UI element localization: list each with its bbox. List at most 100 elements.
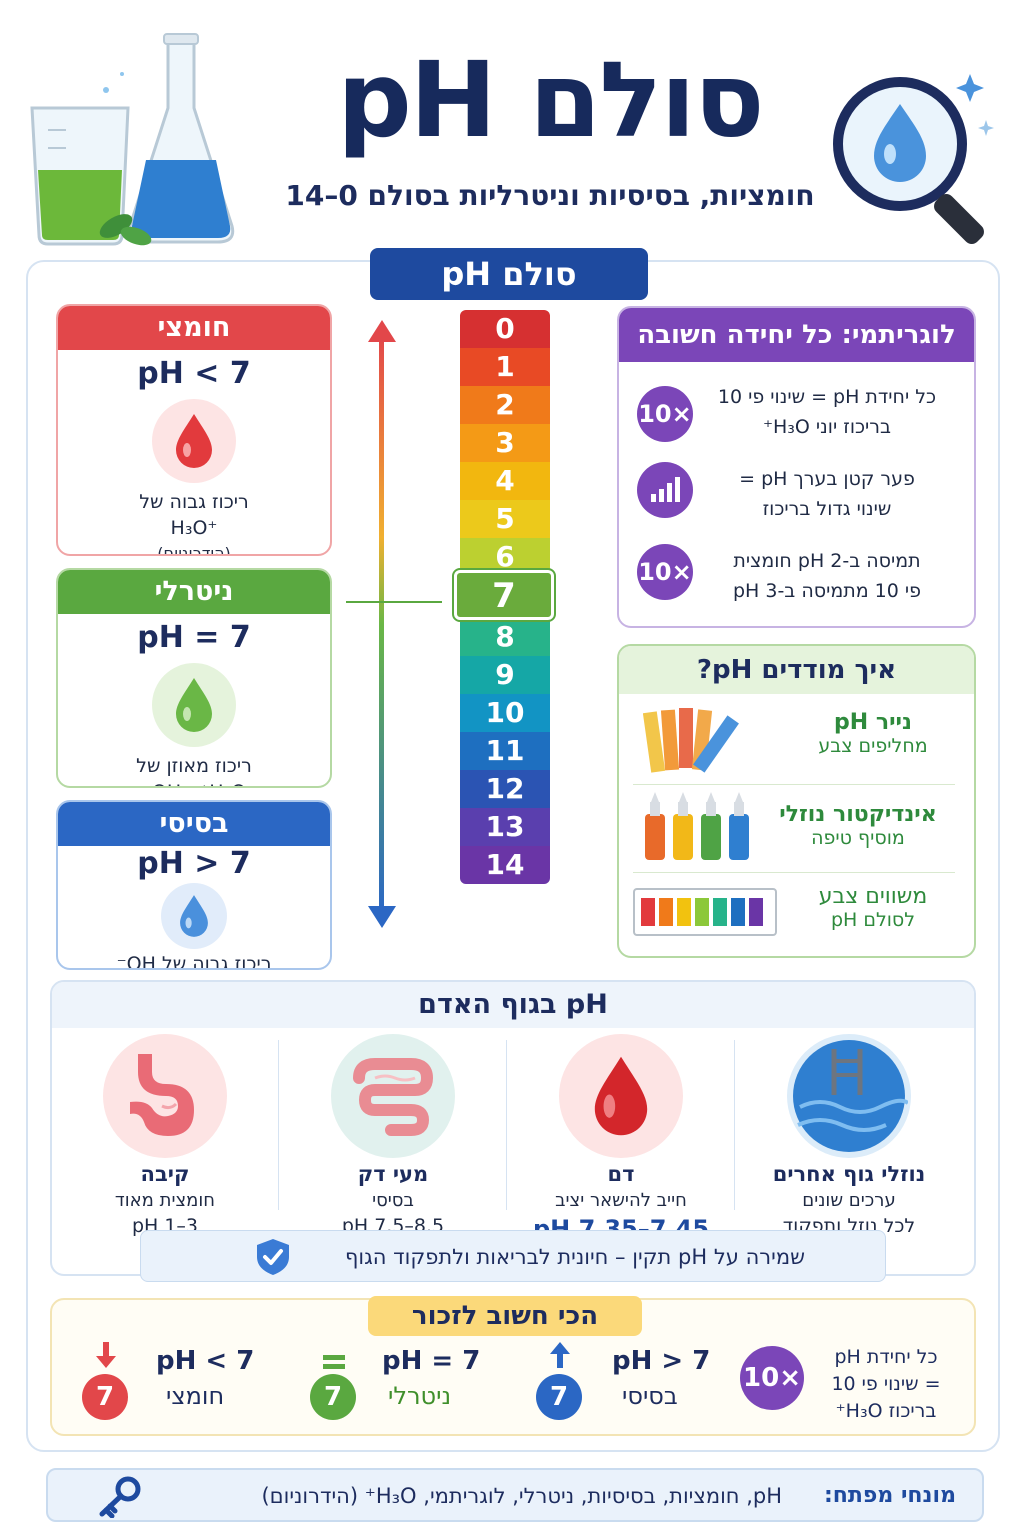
stomach-icon [103,1034,227,1158]
neutral-connector-line [346,601,442,603]
stomach-desc: חומצית מאוד [114,1190,216,1211]
measure-item-1-sub: מחליפים צבע [818,735,928,757]
intestine-name: מעי דק [357,1162,429,1186]
ph-scale-cell-9: 9 [460,656,550,694]
ph-scale-cell-4: 4 [460,462,550,500]
blue-drop-icon [161,883,227,949]
health-note-bar: שמירה על pH תקין – חיונית לבריאות ולתפקו… [140,1230,886,1282]
intestine-desc: בסיסי [372,1190,414,1211]
remember-neutral-label: ניטרלי [388,1382,452,1410]
bar-chart-icon [637,462,693,518]
remember-basic-formula: pH > 7 [612,1346,711,1376]
color-chart-icon [633,888,777,940]
ph-scale-cell-13: 13 [460,808,550,846]
lab-glassware-illustration [30,33,235,246]
log-item-3: תמיסה ב-pH 2 חומצית פי 10 מתמיסה ב-pH 3 [702,546,952,606]
ten-times-badge: 10× [637,386,693,442]
page-title: סולם pH [337,39,764,161]
organ-blood: דם חייב להישאר יציב pH 7.35–7.45 [508,1034,734,1243]
organ-other-fluids: נוזלי גוף אחרים ערכים שונים לכל נוזל ותפ… [736,1034,962,1237]
logarithmic-title: לוגריתמי: כל יחידה חשובה [619,308,974,362]
logarithmic-box: לוגריתמי: כל יחידה חשובה 10× כל יחידת pH… [617,306,976,628]
divider [506,1040,507,1210]
remember-acidic-label: חומצי [166,1382,225,1410]
ph-scale-cell-11: 11 [460,732,550,770]
measure-item-2-sub: מוסיף טיפה [811,827,905,849]
blood-drop-icon [559,1034,683,1158]
ph-scale-cell-3: 3 [460,424,550,462]
remember-basic-label: בסיסי [622,1382,678,1410]
key-terms-label: מונחי מפתח: [823,1483,956,1508]
ten-times-badge: 10× [740,1346,804,1410]
ph-scale-cell-10: 10 [460,694,550,732]
ph-scale-cell-7: 7 [452,568,556,622]
log-item-3-line1: תמיסה ב-pH 2 חומצית [733,550,921,572]
ph-scale-cell-6: 6 [460,538,550,576]
neutral-formula: pH = 7 [137,620,251,655]
green-drop-icon [152,663,236,747]
measure-item-1-title: נייר pH [834,710,912,735]
ph-paper-icon [642,702,753,786]
measure-box: איך מודדים pH? נייר pH מחליפים צבע אינדי… [617,644,976,958]
basic-card: בסיסי pH > 7 ריכוז גבוה של OH⁻ [56,800,332,970]
remember-log-text: כל יחידת pH = שינוי פי 10 בריכוז H₃O⁺ [816,1344,956,1425]
basic-desc-1: ריכוז גבוה של OH⁻ [116,953,272,970]
magnifier-drop-illustration [833,74,994,244]
log-item-2-line2: שינוי גדול בריכוז [762,498,892,520]
ph-scale-cell-0: 0 [460,310,550,348]
key-icon [99,1476,141,1518]
divider [633,784,955,785]
page-subtitle: חומציות, בסיסיות וניטרליות בסולם 0–14 [285,179,815,212]
organ-small-intestine: מעי דק בסיסי pH 7.5–8.5 [280,1034,506,1237]
acidic-formula: pH < 7 [137,356,251,391]
divider [278,1040,279,1210]
measure-item-2: אינדיקטור נוזלי מוסיף טיפה [768,802,948,849]
acidic-desc-1: ריכוז גבוה של [139,491,249,513]
acidic-seven-circle: 7 [82,1374,128,1420]
remember-log-line1: כל יחידת pH [834,1346,938,1368]
measure-item-2-title: אינדיקטור נוזלי [779,802,937,827]
red-drop-icon [152,399,236,483]
divider [734,1040,735,1210]
remember-title: הכי חשוב לזכור [368,1296,642,1336]
measure-item-3-sub: לסולם pH [830,909,916,931]
remember-log-line2: = שינוי פי 10 [831,1373,941,1395]
ten-times-badge: 10× [637,544,693,600]
neutral-card-title: ניטרלי [58,570,330,614]
acid-base-gradient-arrow [368,320,396,928]
measure-item-3: משווים צבע לסולם pH [798,884,948,931]
key-terms-list: pH, חומציות, בסיסיות, ניטרלי, לוגריתמי, … [261,1484,782,1508]
basic-card-title: בסיסי [58,802,330,846]
remember-log-line3: בריכוז H₃O⁺ [835,1400,937,1422]
intestine-icon [331,1034,455,1158]
divider [633,872,955,873]
basic-seven-circle: 7 [536,1374,582,1420]
blood-desc: חייב להישאר יציב [555,1190,687,1211]
shield-check-icon [257,1239,289,1275]
log-item-1: כל יחידת pH = שינוי פי 10 בריכוז יוני H₃… [702,382,952,442]
log-item-2: פער קטן בערך pH = שינוי גדול בריכוז [702,464,952,524]
acidic-card: חומצי pH < 7 ריכוז גבוה של H₃O⁺ (הידרוני… [56,304,332,556]
measure-item-3-title: משווים צבע [818,884,928,909]
neutral-card: ניטרלי pH = 7 ריכוז מאוזן של H₃O⁺ ו-OH⁻ [56,568,332,788]
log-item-1-line1: כל יחידת pH = שינוי פי 10 [717,386,937,408]
acidic-desc-2: H₃O⁺ [170,517,218,539]
log-item-3-line2: פי 10 מתמיסה ב-pH 3 [732,580,922,602]
measure-title: איך מודדים pH? [619,646,974,694]
human-body-title: pH בגוף האדם [52,982,974,1028]
measure-item-1: נייר pH מחליפים צבע [798,710,948,757]
key-terms-bar: מונחי מפתח: pH, חומציות, בסיסיות, ניטרלי… [46,1468,984,1522]
log-item-2-line1: פער קטן בערך pH = [739,468,915,490]
pool-icon [787,1034,911,1158]
ph-scale-cell-5: 5 [460,500,550,538]
blood-name: דם [607,1162,635,1186]
other-fluids-desc: ערכים שונים [802,1190,896,1211]
scale-banner: סולם pH [370,248,648,300]
ph-scale-cell-2: 2 [460,386,550,424]
basic-formula: pH > 7 [137,846,251,881]
ph-scale-cell-8: 8 [460,618,550,656]
neutral-seven-circle: 7 [310,1374,356,1420]
log-item-1-line2: בריכוז יוני H₃O⁺ [762,416,891,438]
other-fluids-name: נוזלי גוף אחרים [772,1162,926,1186]
stomach-name: קיבה [140,1162,190,1186]
